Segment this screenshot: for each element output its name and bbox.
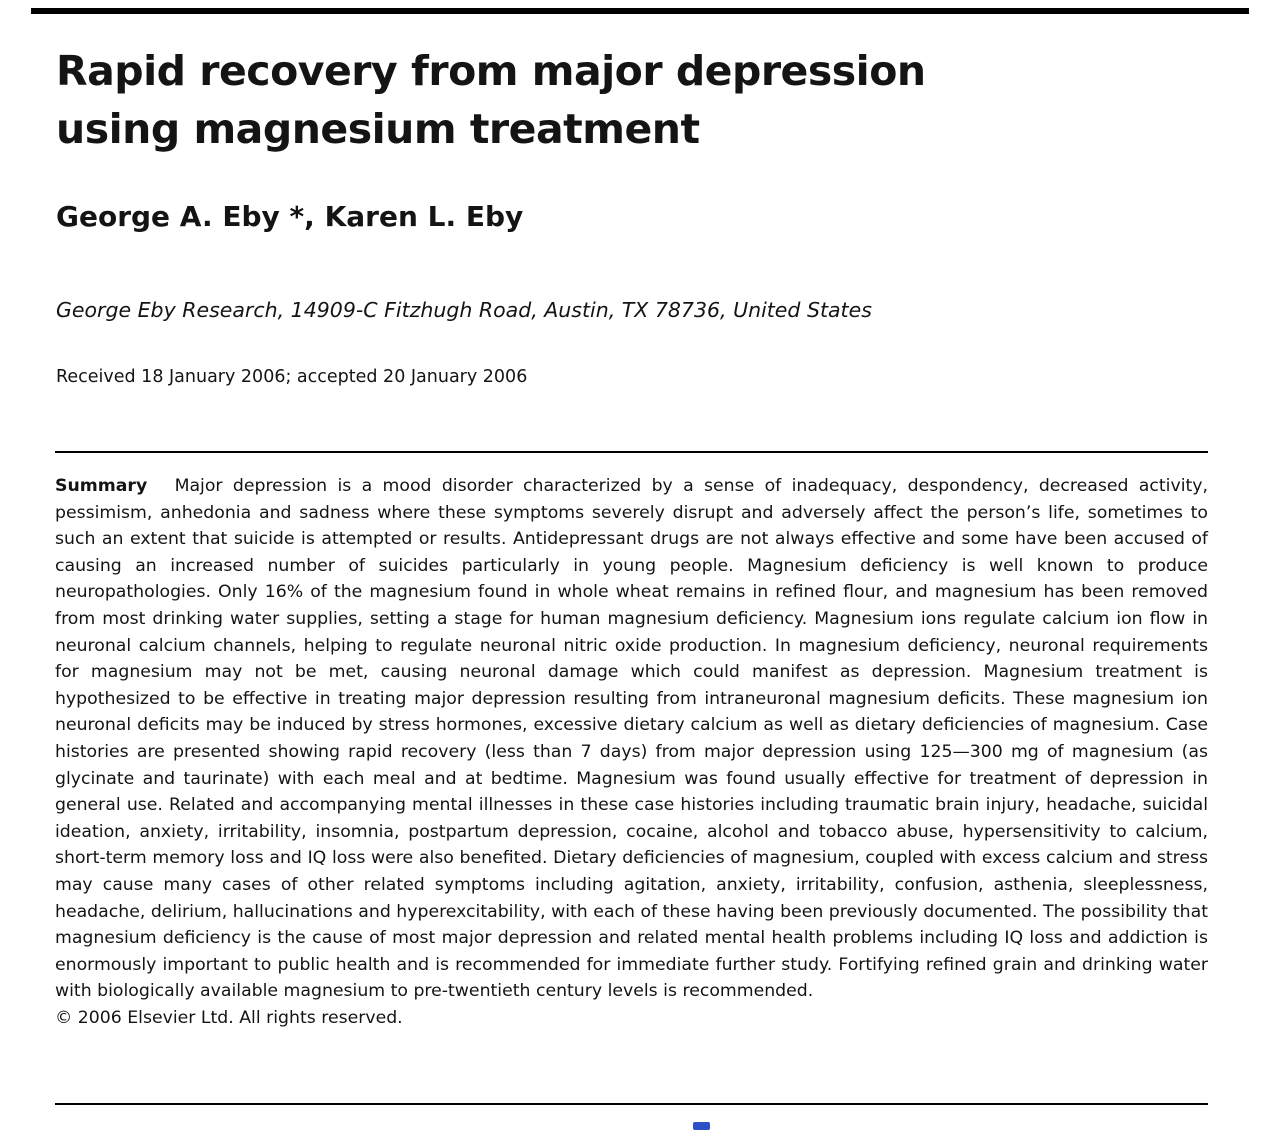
top-border-rule [31,8,1249,14]
copyright-line: © 2006 Elsevier Ltd. All rights reserved… [55,1007,403,1028]
abstract-section: Summary Major depression is a mood disor… [55,473,1208,1031]
authors-line: George A. Eby *, Karen L. Eby [56,200,524,233]
divider-rule-bottom [55,1103,1208,1105]
paper-title: Rapid recovery from major depression usi… [56,42,926,158]
summary-label: Summary [55,476,148,496]
summary-text: Major depression is a mood disorder char… [55,476,1209,1002]
title-line-1: Rapid recovery from major depression [56,47,926,95]
title-line-2: using magnesium treatment [56,105,700,153]
summary-paragraph: Summary Major depression is a mood disor… [55,473,1208,1005]
received-dates-line: Received 18 January 2006; accepted 20 Ja… [56,367,528,387]
cutoff-footer-fragment [693,1122,710,1130]
divider-rule-top [55,451,1208,453]
affiliation-line: George Eby Research, 14909-C Fitzhugh Ro… [56,298,872,322]
